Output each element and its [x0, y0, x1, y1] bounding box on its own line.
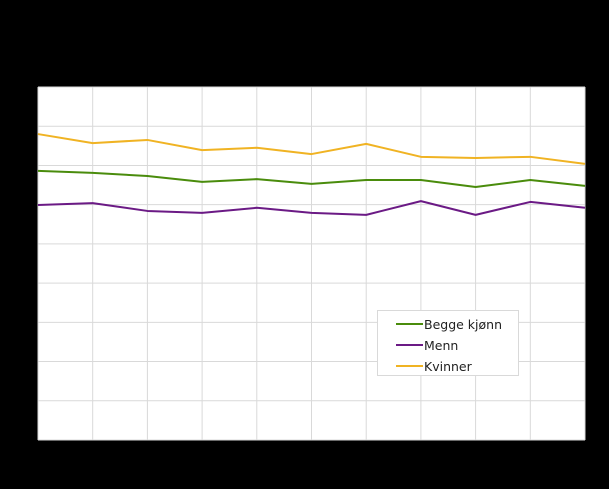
legend-label: Menn: [424, 337, 459, 353]
legend-swatch-menn: [396, 344, 423, 346]
legend-label: Begge kjønn: [424, 316, 503, 332]
data-lines: [37, 133, 586, 216]
legend-swatch-begge-kjonn: [396, 323, 423, 325]
series-line-kvinner: [37, 133, 586, 165]
legend-label: Kvinner: [424, 358, 472, 374]
gridlines: [37, 86, 586, 441]
legend: Begge kjønn Menn Kvinner: [377, 310, 519, 376]
series-line-begge-kj-nn: [37, 169, 586, 189]
series-line-menn: [37, 200, 586, 216]
legend-item-kvinner: Kvinner: [396, 356, 472, 376]
legend-item-menn: Menn: [396, 335, 458, 355]
legend-item-begge-kjonn: Begge kjønn: [396, 314, 502, 334]
legend-swatch-kvinner: [396, 365, 423, 367]
